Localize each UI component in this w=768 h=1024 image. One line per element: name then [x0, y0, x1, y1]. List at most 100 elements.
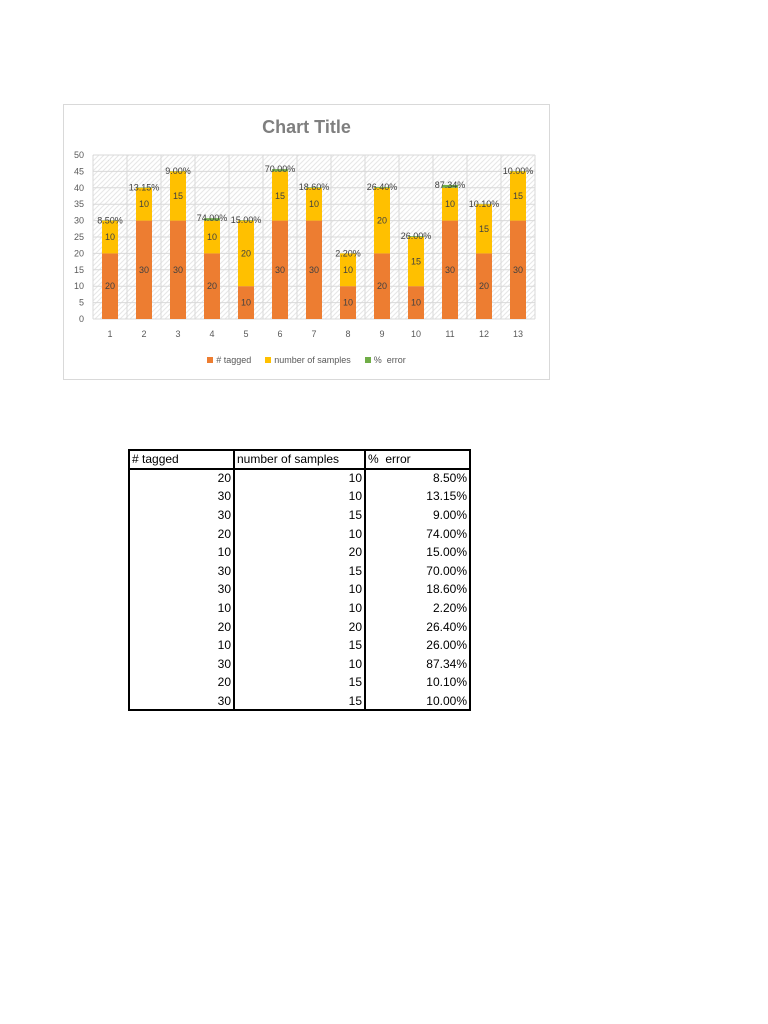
error-cell: 10.00% — [364, 691, 471, 711]
data-label-number-of-samples: 15 — [513, 191, 523, 201]
error-cell: 8.50% — [364, 468, 471, 488]
bar-tagged-12 — [476, 253, 492, 319]
bar-number-of-samples-10 — [408, 237, 424, 287]
legend-swatch-number-of-samples — [265, 357, 272, 363]
data-label-tagged: 10 — [411, 298, 421, 308]
tagged-cell: 20 — [128, 468, 235, 488]
header-number-of-samples: number of samples — [233, 450, 366, 470]
bar-number-of-samples-9 — [374, 187, 390, 254]
data-label-tagged: 20 — [377, 281, 387, 291]
legend-item-error: % error — [364, 354, 406, 366]
data-table: # tagged number of samples % error 20 10… — [128, 449, 471, 712]
bar-tagged-11 — [442, 220, 458, 319]
legend-swatch-error — [364, 357, 371, 363]
tagged-cell: 30 — [128, 487, 235, 506]
x-tick-label: 9 — [379, 329, 384, 339]
legend-item-tagged: # tagged — [207, 354, 251, 366]
data-label-error: 26.00% — [401, 231, 432, 241]
x-tick-label: 11 — [445, 329, 454, 339]
y-tick-label: 45 — [74, 166, 84, 176]
data-label-error: 87.34% — [435, 180, 466, 190]
table-row: 30 15 9.00% — [128, 505, 471, 525]
samples-cell: 15 — [233, 505, 366, 525]
y-tick-label: 20 — [74, 248, 84, 258]
bar-number-of-samples-3 — [170, 171, 186, 221]
table-row: 20 10 8.50% — [128, 468, 471, 488]
samples-cell: 10 — [233, 524, 366, 543]
error-cell: 9.00% — [364, 505, 471, 525]
legend-label-tagged: # tagged — [216, 355, 252, 365]
y-tick-label: 0 — [79, 314, 84, 324]
data-label-error: 2.20% — [335, 248, 361, 258]
bar-tagged-13 — [510, 220, 526, 319]
data-label-number-of-samples: 20 — [377, 216, 387, 226]
data-label-number-of-samples: 15 — [275, 191, 285, 201]
samples-cell: 15 — [233, 635, 366, 655]
data-label-error: 9.00% — [165, 166, 191, 176]
samples-cell: 15 — [233, 673, 366, 692]
table-row: 20 20 26.40% — [128, 617, 471, 636]
error-cell: 15.00% — [364, 542, 471, 562]
samples-cell: 10 — [233, 487, 366, 506]
table-row: 10 10 2.20% — [128, 598, 471, 618]
bar-number-of-samples-4 — [204, 220, 220, 254]
table-row: 10 20 15.00% — [128, 542, 471, 562]
x-tick-label: 4 — [209, 329, 214, 339]
bar-number-of-samples-13 — [510, 171, 526, 221]
bar-tagged-2 — [136, 220, 152, 319]
x-tick-label: 3 — [175, 329, 180, 339]
legend-swatch-tagged — [207, 357, 214, 363]
data-label-error: 74.00% — [197, 213, 228, 223]
data-label-number-of-samples: 15 — [479, 224, 489, 234]
bar-tagged-5 — [238, 286, 254, 319]
data-label-error: 15.00% — [231, 215, 262, 225]
table-row: 10 15 26.00% — [128, 635, 471, 655]
table-row: 30 10 87.34% — [128, 654, 471, 674]
data-label-error: 70.00% — [265, 164, 296, 174]
data-label-tagged: 30 — [139, 265, 149, 275]
x-tick-label: 2 — [141, 329, 146, 339]
data-label-tagged: 20 — [105, 281, 115, 291]
bar-number-of-samples-2 — [136, 187, 152, 221]
bar-number-of-samples-7 — [306, 187, 322, 221]
data-label-number-of-samples: 10 — [343, 265, 353, 275]
x-tick-label: 1 — [107, 329, 112, 339]
data-label-number-of-samples: 20 — [241, 248, 251, 258]
bar-number-of-samples-8 — [340, 253, 356, 287]
bar-number-of-samples-5 — [238, 220, 254, 287]
chart-title: Chart Title — [262, 117, 351, 137]
samples-cell: 10 — [233, 580, 366, 599]
data-label-error: 26.40% — [367, 182, 398, 192]
bar-number-of-samples-12 — [476, 204, 492, 254]
y-tick-label: 40 — [74, 183, 84, 193]
tagged-cell: 30 — [128, 580, 235, 599]
legend-label-number-of-samples: number of samples — [274, 355, 351, 365]
bar-tagged-9 — [374, 253, 390, 319]
y-tick-label: 25 — [74, 232, 84, 242]
bar-tagged-1 — [102, 253, 118, 319]
data-label-number-of-samples: 15 — [411, 257, 421, 267]
chart-container: 0 5 10 15 20 25 30 35 40 45 50 1 2 3 4 5 6 7 8 9 10 11 12 13 20 1… — [63, 104, 550, 380]
bar-error-11 — [442, 184, 458, 188]
bar-error-4 — [204, 218, 220, 221]
data-label-error: 10.00% — [503, 166, 534, 176]
bar-tagged-7 — [306, 220, 322, 319]
error-cell: 2.20% — [364, 598, 471, 618]
data-label-tagged: 20 — [479, 281, 489, 291]
data-label-tagged: 30 — [445, 265, 455, 275]
table-row: 30 10 18.60% — [128, 580, 471, 599]
data-label-number-of-samples: 10 — [445, 199, 455, 209]
y-tick-label: 15 — [74, 265, 84, 275]
x-tick-label: 12 — [479, 329, 489, 339]
samples-cell: 10 — [233, 468, 366, 488]
y-tick-label: 30 — [74, 216, 84, 226]
error-cell: 10.10% — [364, 673, 471, 692]
data-label-number-of-samples: 10 — [139, 199, 149, 209]
bar-tagged-3 — [170, 220, 186, 319]
error-cell: 26.40% — [364, 617, 471, 636]
bar-tagged-10 — [408, 286, 424, 319]
bar-error-9 — [374, 186, 390, 188]
samples-cell: 20 — [233, 617, 366, 636]
table-row: 30 10 13.15% — [128, 487, 471, 506]
